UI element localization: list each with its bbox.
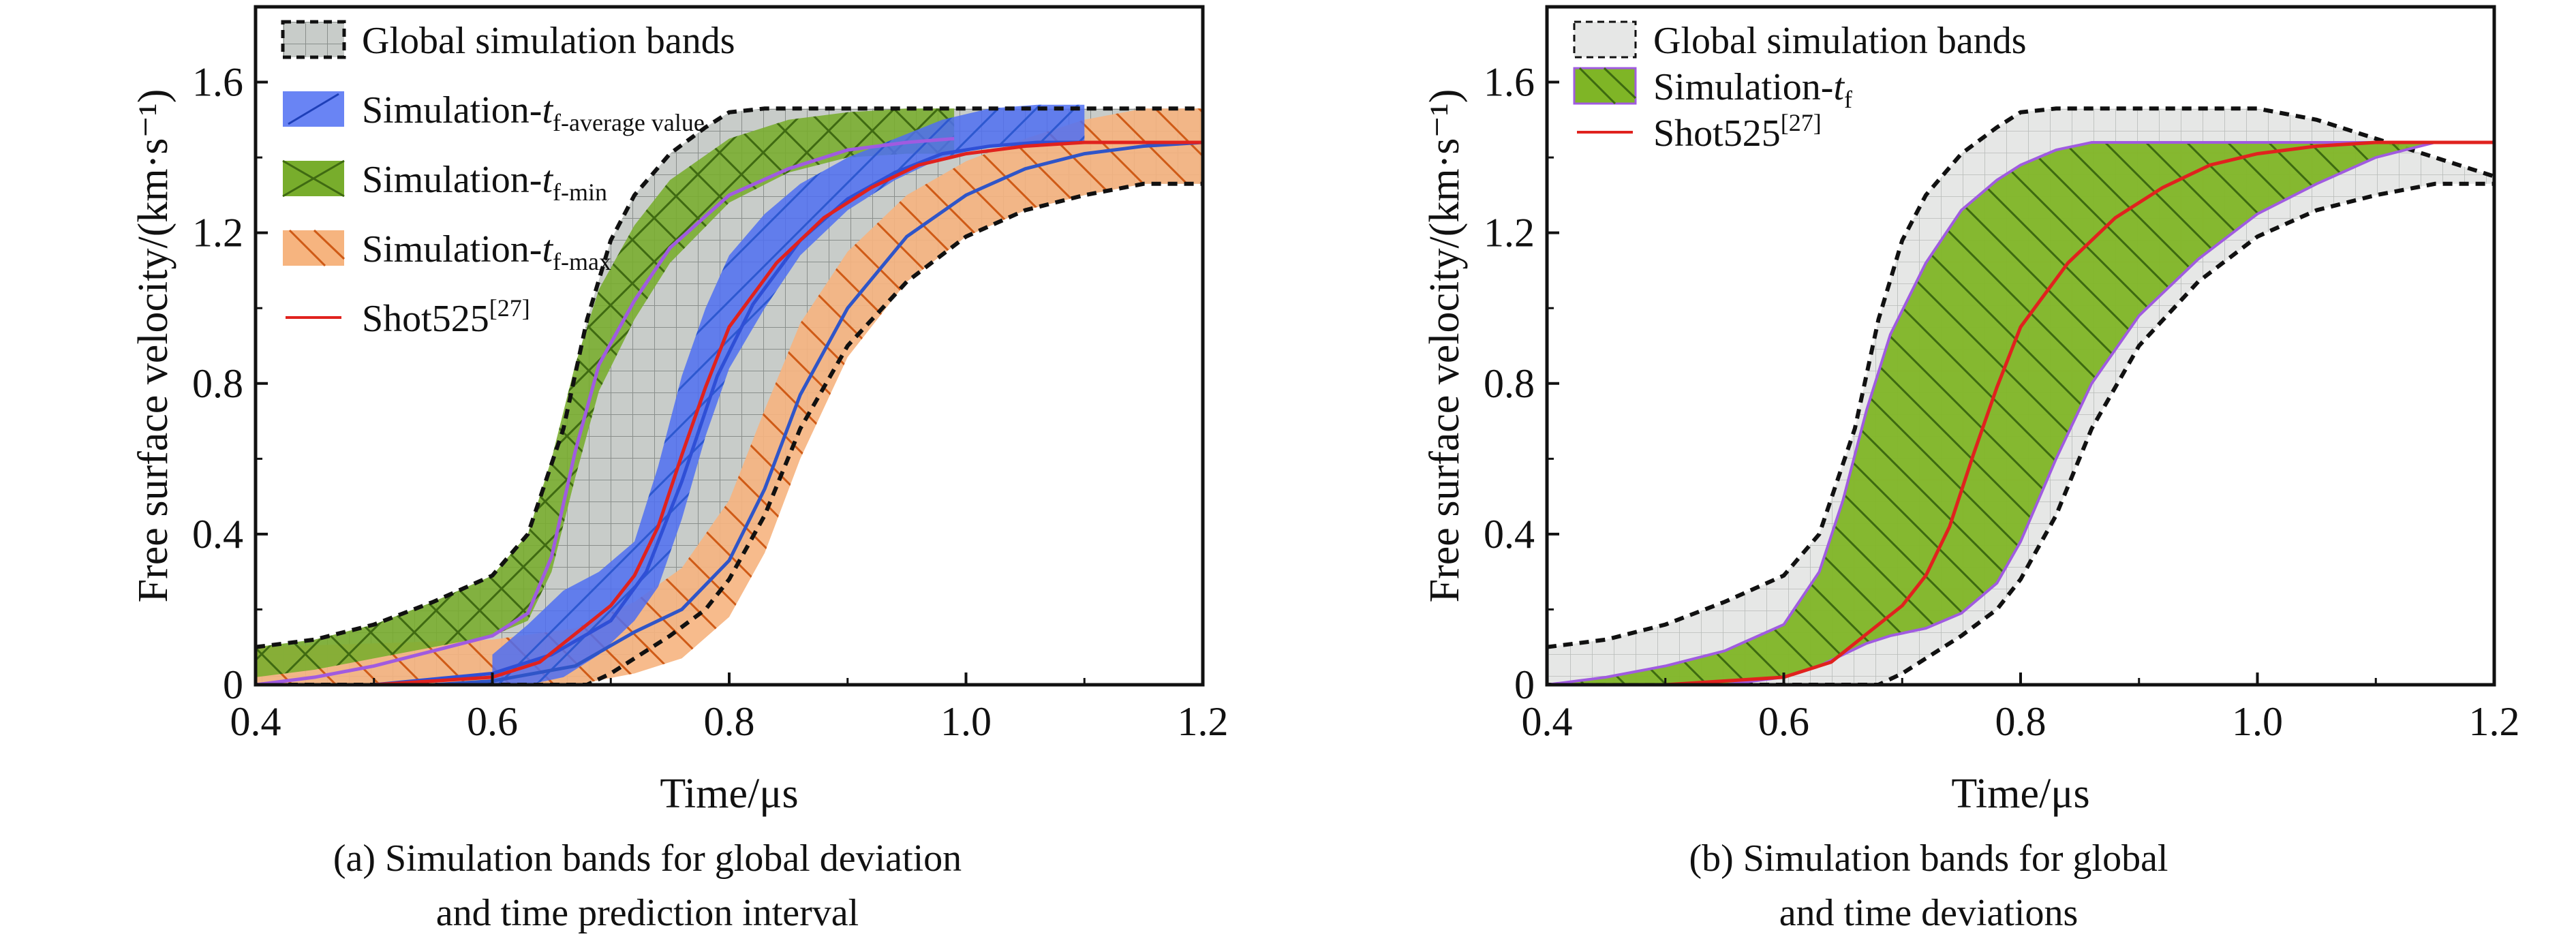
legend-label: Global simulation bands (1653, 20, 2027, 62)
y-axis-label: Free surface velocity/(km·s⁻¹) (130, 89, 177, 603)
y-axis-label: Free surface velocity/(km·s⁻¹) (1422, 89, 1468, 603)
band-global-hatch (256, 108, 1203, 685)
band-tf-max-hatch (256, 108, 1203, 685)
legend-label: Simulation-tf (1653, 66, 1852, 113)
caption-b-line1: (b) Simulation bands for global (1689, 837, 2168, 880)
legend: Global simulation bands Simulation-tf-ave… (281, 20, 735, 340)
y-tick-label: 1.6 (1484, 60, 1535, 105)
line-shot525 (1547, 140, 2494, 685)
band-tf (1547, 141, 2494, 685)
x-tick-label: 1.0 (2232, 699, 2283, 744)
legend-swatch-tf-hatch (1578, 67, 1637, 105)
y-tick-label: 1.2 (1484, 211, 1535, 256)
x-tick-label: 0.4 (1522, 699, 1573, 744)
chart-panel-b: 0.4 0.6 0.8 1.0 1.200.40.81.21.6Time/μsFree … (1422, 5, 2520, 817)
y-tick-label: 1.6 (192, 60, 243, 105)
legend-swatch-min-hatch (282, 159, 345, 198)
legend-label: Shot525[27] (1653, 109, 1822, 155)
band-global-upper-edge (1547, 106, 2494, 649)
x-tick-label: 0.6 (1758, 699, 1809, 744)
legend-label: Simulation-tf-max (362, 228, 611, 275)
band-global-lower-edge (256, 181, 1203, 685)
legend-swatch-max (283, 230, 344, 266)
band-global (256, 108, 1203, 685)
x-tick-label: 0.6 (467, 699, 518, 744)
legend-label: Global simulation bands (362, 20, 735, 62)
legend-label: Simulation-tf-min (362, 159, 607, 206)
x-tick-label: 0.4 (230, 699, 281, 744)
band-global-upper-edge (256, 106, 1203, 649)
band-tf-average-hatch (492, 104, 1085, 685)
y-tick-label: 0 (1514, 662, 1535, 707)
band-tf-upper-edge (1547, 141, 2494, 685)
x-tick-label: 0.8 (704, 699, 755, 744)
line-shot525 (256, 140, 1203, 685)
band-global-lower-edge (1547, 181, 2494, 685)
line-tf-max-center (433, 140, 1203, 685)
y-tick-label: 0 (223, 662, 243, 707)
band-tf-lower-edge (1547, 141, 2494, 685)
legend-label: Simulation-tf-average value (362, 89, 705, 136)
y-tick-label: 0.4 (192, 512, 243, 557)
legend-swatch-max-hatch (288, 229, 346, 267)
legend: Global simulation bandsSimulation-tfShot… (1573, 20, 2027, 155)
caption-panel-b: (b) Simulation bands for global and time… (1472, 831, 2385, 940)
x-axis-label: Time/μs (660, 771, 798, 817)
band-tf-hatch (1547, 142, 2494, 685)
legend-swatch-avg-hatch (288, 93, 339, 125)
line-tf-average-center (373, 140, 1085, 685)
chart-panel-a: 0.4 0.6 0.8 1.0 1.200.40.81.21.6Time/μsFree … (130, 5, 1229, 817)
caption-a-line2: and time prediction interval (435, 892, 859, 934)
x-tick-label: 0.8 (1995, 699, 2046, 744)
x-axis-label: Time/μs (1951, 771, 2089, 817)
caption-a-line1: (a) Simulation bands for global deviatio… (333, 837, 962, 880)
y-tick-label: 1.2 (192, 211, 243, 256)
y-tick-label: 0.8 (192, 361, 243, 406)
line-tf-min-center (256, 137, 955, 685)
legend-label: Shot525[27] (362, 294, 530, 340)
plot-area (256, 104, 1203, 685)
y-tick-label: 0.8 (1484, 361, 1535, 406)
x-tick-label: 1.0 (940, 699, 992, 744)
band-tf-average (492, 104, 1085, 685)
plot-area (1547, 106, 2494, 685)
legend-swatch-tf (1573, 67, 1637, 105)
x-tick-label: 1.2 (2469, 699, 2520, 744)
y-tick-label: 0.4 (1484, 512, 1535, 557)
band-tf-max (256, 108, 1203, 685)
legend-swatch-global (1573, 20, 1637, 59)
legend-swatch-global-hatch (283, 22, 344, 57)
caption-b-line2: and time deviations (1779, 892, 2079, 934)
legend-swatch-global-edge (281, 20, 346, 59)
caption-panel-a: (a) Simulation bands for global deviatio… (191, 831, 1104, 940)
x-tick-label: 1.2 (1178, 699, 1229, 744)
